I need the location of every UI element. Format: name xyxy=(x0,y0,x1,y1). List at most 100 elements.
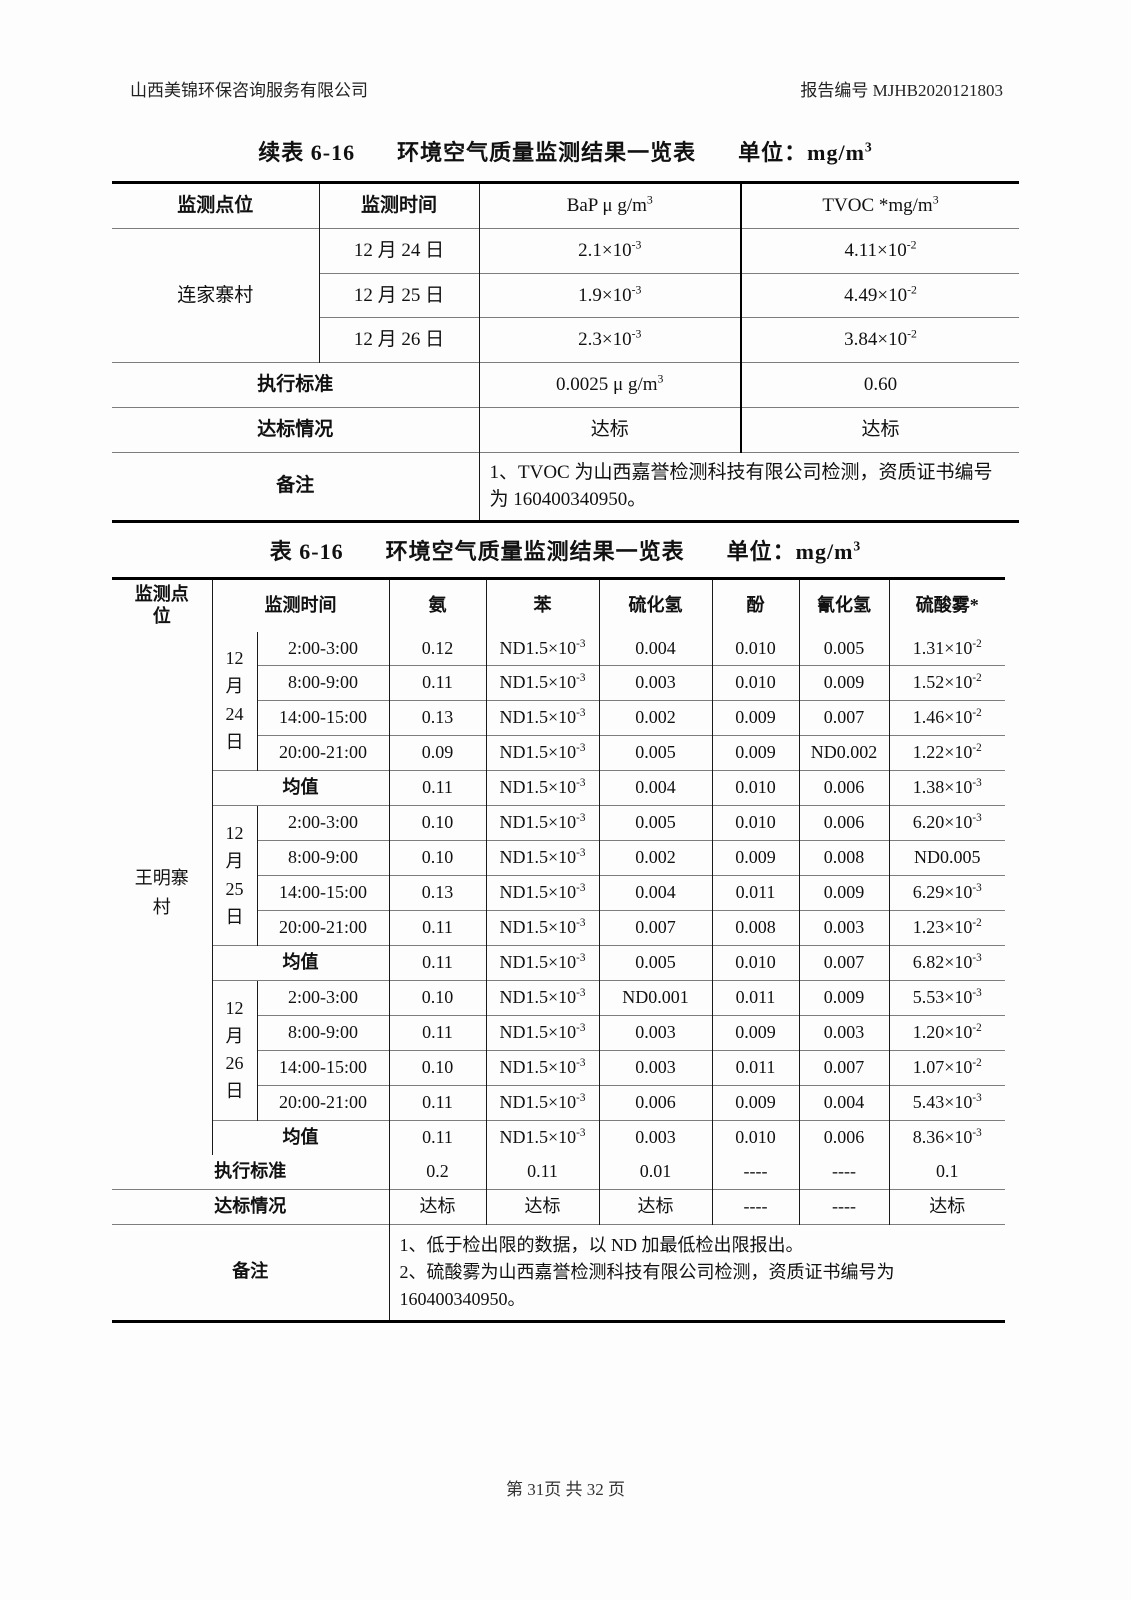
value-cell: 0.10 xyxy=(388,840,486,876)
value-cell: 6.82×10-3 xyxy=(888,945,1005,981)
value-cell: 0.003 xyxy=(598,1014,712,1051)
value-cell: 0.008 xyxy=(711,910,799,946)
table1-caption-unit: 单位：mg/m3 xyxy=(738,139,873,165)
value-cell: ND0.001 xyxy=(598,980,712,1016)
standard-label: 执行标准 xyxy=(214,1160,287,1181)
value-cell: 5.43×10-3 xyxy=(888,1084,1005,1121)
standard-value: ---- xyxy=(711,1154,799,1190)
value-cell: 1.52×10-2 xyxy=(888,665,1005,701)
value-cell: ND0.005 xyxy=(888,840,1005,876)
value-cell: 1.07×10-2 xyxy=(888,1049,1005,1086)
value-cell: ND1.5×10-3 xyxy=(485,945,599,981)
value-cell: ND1.5×10-3 xyxy=(485,631,599,666)
value-cell: 1.20×10-2 xyxy=(888,1014,1005,1051)
compliance-label: 达标情况 xyxy=(112,406,479,452)
value-cell: 0.009 xyxy=(798,980,889,1016)
value-cell: ND1.5×10-3 xyxy=(485,1049,599,1086)
table-row: 8:00-9:00 0.11 ND1.5×10-3 0.003 0.010 0.009 1.… xyxy=(112,665,1005,701)
value-cell: ND1.5×10-3 xyxy=(485,770,599,806)
value-cell: 6.20×10-3 xyxy=(888,805,1005,841)
column-header-h2s: 硫化氢 xyxy=(598,578,712,632)
time-cell: 2:00-3:00 xyxy=(256,805,389,841)
value-cell: 0.002 xyxy=(598,700,712,736)
value-cell: 8.36×10-3 xyxy=(888,1119,1005,1155)
table-row: 14:00-15:00 0.10 ND1.5×10-3 0.003 0.011 0.007… xyxy=(112,1049,1005,1086)
value-cell: 0.002 xyxy=(598,840,712,876)
table-continuation-6-16: 监测点位 监测时间 BaP μ g/m3 TVOC *mg/m3 连家寨村 12… xyxy=(112,181,1019,523)
time-cell: 8:00-9:00 xyxy=(256,840,389,876)
value-cell: 0.011 xyxy=(711,875,799,911)
value-cell: 0.011 xyxy=(711,980,799,1016)
value-cell: 5.53×10-3 xyxy=(888,980,1005,1016)
value-cell: 0.003 xyxy=(798,910,889,946)
value-cell: 0.010 xyxy=(711,945,799,981)
value-cell: ND1.5×10-3 xyxy=(485,735,599,771)
value-cell: 1.31×10-2 xyxy=(888,631,1005,666)
value-cell: 0.007 xyxy=(798,700,889,736)
value-cell: 0.006 xyxy=(798,770,889,806)
value-cell: 0.003 xyxy=(598,1119,712,1155)
table2-caption-title: 环境空气质量监测结果一览表 xyxy=(385,538,685,564)
column-header-site: 监测点位 xyxy=(177,195,254,216)
column-header-bap: BaP μ g/m3 xyxy=(478,182,741,229)
remark-row: 备注 1、低于检出限的数据，以 ND 加最低检出限报出。 2、硫酸雾为山西嘉誉检… xyxy=(112,1223,1005,1322)
compliance-value: 达标 xyxy=(388,1188,486,1225)
standard-value: 0.11 xyxy=(485,1154,599,1190)
value-cell: 0.009 xyxy=(711,1084,799,1121)
column-header-time: 监测时间 xyxy=(211,578,389,632)
value-cell: 4.11×10-2 xyxy=(740,227,1019,273)
value-cell: 0.010 xyxy=(711,631,799,666)
value-cell: ND1.5×10-3 xyxy=(485,1119,599,1155)
value-cell: 0.10 xyxy=(388,1049,486,1086)
table2-caption-label: 表 6-16 xyxy=(269,538,344,564)
value-cell: 0.13 xyxy=(388,700,486,736)
table-row: 12 月 25 日 1.9×10-3 4.49×10-2 xyxy=(112,272,1019,318)
table-row: 连家寨村 12 月 24 日 2.1×10-3 4.11×10-2 xyxy=(112,227,1019,363)
column-header-hcn: 氰化氢 xyxy=(798,578,889,632)
column-header-benzene: 苯 xyxy=(485,578,599,632)
time-cell: 20:00-21:00 xyxy=(256,735,389,771)
mean-row: 均值 0.11 ND1.5×10-3 0.004 0.010 0.006 1.38×10-3 xyxy=(112,770,1005,806)
value-cell: ND1.5×10-3 xyxy=(485,840,599,876)
value-cell: 0.11 xyxy=(388,1119,486,1155)
value-cell: ND1.5×10-3 xyxy=(485,1014,599,1051)
value-cell: 0.009 xyxy=(798,875,889,911)
value-cell: 1.22×10-2 xyxy=(888,735,1005,771)
remark-text: 1、TVOC 为山西嘉誉检测科技有限公司检测，资质证书编号为 160400340… xyxy=(478,451,1019,522)
value-cell: 0.009 xyxy=(711,1014,799,1051)
table-header-row: 监测点位 监测时间 BaP μ g/m3 TVOC *mg/m3 xyxy=(112,182,1019,229)
value-cell: 0.006 xyxy=(798,805,889,841)
compliance-value: ---- xyxy=(798,1188,889,1225)
table1-caption: 续表 6-16 环境空气质量监测结果一览表 单位：mg/m3 xyxy=(112,135,1019,167)
page-header: 山西美锦环保咨询服务有限公司 报告编号 MJHB2020121803 xyxy=(112,76,1019,101)
compliance-value: ---- xyxy=(711,1188,799,1225)
time-cell: 2:00-3:00 xyxy=(256,980,389,1016)
compliance-value: 达标 xyxy=(485,1188,599,1225)
value-cell: 0.003 xyxy=(598,665,712,701)
value-cell: 0.004 xyxy=(798,1084,889,1121)
value-cell: 1.9×10-3 xyxy=(478,272,741,318)
standard-value: 0.01 xyxy=(598,1154,712,1190)
mean-row: 均值 0.11 ND1.5×10-3 0.005 0.010 0.007 6.82×10-3 xyxy=(112,945,1005,981)
table-row: 20:00-21:00 0.11 ND1.5×10-3 0.006 0.009 0.004… xyxy=(112,1084,1005,1121)
report-page: 山西美锦环保咨询服务有限公司 报告编号 MJHB2020121803 续表 6-… xyxy=(112,76,1019,1500)
compliance-row: 达标情况 达标 达标 达标 ---- ---- 达标 xyxy=(112,1188,1005,1225)
standard-value: 0.2 xyxy=(388,1154,486,1190)
standard-value: 0.1 xyxy=(888,1154,1005,1190)
page-number: 第 31页 共 32 页 xyxy=(506,1479,625,1499)
compliance-label: 达标情况 xyxy=(112,1188,389,1225)
value-cell: 0.010 xyxy=(711,1119,799,1155)
value-cell: 0.003 xyxy=(598,1049,712,1086)
mean-row: 均值 0.11 ND1.5×10-3 0.003 0.010 0.006 8.36×10-3 xyxy=(112,1119,1005,1155)
value-cell: 0.11 xyxy=(388,1084,486,1121)
value-cell: ND1.5×10-3 xyxy=(485,700,599,736)
company-name: 山西美锦环保咨询服务有限公司 xyxy=(130,81,368,100)
time-cell: 14:00-15:00 xyxy=(256,700,389,736)
date-cell: 12 月 25 日 xyxy=(211,805,257,946)
table-row: 王明寨村 12 月 24 日 2:00-3:00 0.12 ND1.5×10-3 0.00… xyxy=(112,631,1005,917)
value-cell: 6.29×10-3 xyxy=(888,875,1005,911)
column-header-site: 监测点位 xyxy=(134,583,189,626)
value-cell: 0.10 xyxy=(388,980,486,1016)
table-row: 14:00-15:00 0.13 ND1.5×10-3 0.004 0.011 0.009… xyxy=(112,875,1005,911)
time-cell: 20:00-21:00 xyxy=(256,1084,389,1121)
